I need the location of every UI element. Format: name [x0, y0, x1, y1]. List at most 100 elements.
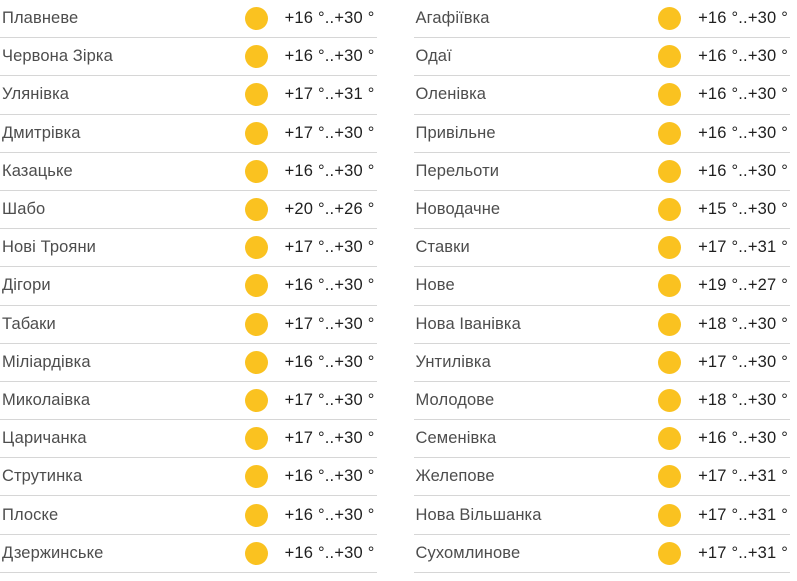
sun-icon: [244, 350, 268, 374]
temperature-range: +17 °..+31 °: [698, 543, 788, 562]
weather-location-row[interactable]: Табаки +17 °..+30 °: [0, 305, 377, 344]
weather-location-row[interactable]: Миколаівка +17 °..+30 °: [0, 381, 377, 421]
temperature-range: +16 °..+30 °: [284, 352, 375, 371]
sun-icon: [244, 312, 268, 336]
location-name: Струтинка: [2, 467, 83, 486]
weather-location-row[interactable]: Царичанка +17 °..+30 °: [0, 420, 377, 459]
temperature-range: +16 °..+30 °: [698, 161, 788, 180]
sun-icon: [658, 388, 681, 412]
sun-icon: [658, 465, 681, 489]
sun-icon: [244, 465, 268, 489]
location-name: Плоске: [2, 505, 59, 524]
temperature-range: +16 °..+30 °: [284, 467, 375, 486]
location-name: Одаї: [415, 47, 452, 66]
sun-icon: [658, 236, 681, 260]
weather-location-row[interactable]: Перельоти +16 °..+30 °: [413, 152, 790, 191]
sun-icon: [658, 503, 681, 527]
weather-location-row[interactable]: Червона Зірка +16 °..+30 °: [0, 38, 377, 77]
weather-location-row[interactable]: Нова Вільшанка +17 °..+31 °: [413, 496, 790, 535]
sun-icon: [658, 83, 681, 107]
temperature-range: +17 °..+31 °: [698, 505, 788, 524]
location-name: Привільне: [415, 123, 496, 142]
temperature-range: +16 °..+30 °: [284, 505, 375, 524]
weather-location-row[interactable]: Нове +19 °..+27 °: [413, 267, 790, 306]
sun-icon: [244, 503, 268, 527]
sun-icon: [658, 7, 681, 31]
location-name: Нове: [415, 276, 455, 295]
weather-location-row[interactable]: Плоске +16 °..+30 °: [0, 496, 377, 535]
weather-location-row[interactable]: Струтинка +16 °..+30 °: [0, 458, 377, 497]
sun-icon: [658, 45, 681, 69]
location-name: Нова Вільшанка: [415, 505, 542, 524]
temperature-range: +17 °..+30 °: [284, 429, 375, 448]
weather-location-row[interactable]: Одаї +16 °..+30 °: [413, 38, 790, 77]
location-name: Плавневе: [2, 9, 79, 28]
weather-location-row[interactable]: Казацьке +16 °..+30 °: [0, 152, 377, 191]
weather-location-row[interactable]: Дзержинське +16 °..+30 °: [0, 534, 377, 573]
location-name: Міліардівка: [2, 352, 91, 371]
weather-location-row[interactable]: Агафіївка +16 °..+30 °: [413, 0, 790, 39]
weather-location-row[interactable]: Плавневе +16 °..+30 °: [0, 0, 377, 39]
temperature-range: +16 °..+30 °: [284, 47, 375, 66]
location-name: Ставки: [415, 238, 470, 257]
temperature-range: +17 °..+30 °: [284, 314, 375, 333]
sun-icon: [244, 159, 268, 183]
sun-icon: [658, 121, 681, 145]
location-name: Желепове: [415, 467, 495, 486]
weather-location-row[interactable]: Нова Іванівка +18 °..+30 °: [413, 305, 790, 344]
sun-icon: [244, 83, 268, 107]
location-name: Табаки: [2, 314, 56, 333]
sun-icon: [658, 159, 681, 183]
location-name: Семенівка: [415, 429, 497, 448]
temperature-range: +17 °..+30 °: [698, 352, 788, 371]
location-name: Дмитрівка: [2, 123, 81, 142]
weather-location-row[interactable]: Унтилівка +17 °..+30 °: [413, 343, 790, 382]
sun-icon: [658, 427, 681, 451]
location-name: Царичанка: [2, 429, 87, 448]
location-name: Агафіївка: [415, 9, 490, 28]
sun-icon: [658, 198, 681, 222]
weather-location-row[interactable]: Дмитрівка +17 °..+30 °: [0, 114, 377, 153]
temperature-range: +18 °..+30 °: [698, 390, 788, 409]
weather-location-row[interactable]: Привільне +16 °..+30 °: [413, 114, 790, 153]
temperature-range: +17 °..+31 °: [284, 85, 375, 104]
location-name: Нова Іванівка: [415, 314, 521, 333]
temperature-range: +19 °..+27 °: [698, 276, 788, 295]
weather-location-row[interactable]: Улянівка +17 °..+31 °: [0, 76, 377, 115]
weather-location-row[interactable]: Семенівка +16 °..+30 °: [413, 420, 790, 459]
temperature-range: +15 °..+30 °: [698, 200, 788, 219]
location-name: Оленівка: [415, 85, 487, 104]
location-name: Червона Зірка: [2, 47, 113, 66]
weather-location-row[interactable]: Нові Трояни +17 °..+30 °: [0, 229, 377, 268]
sun-icon: [244, 7, 268, 31]
weather-location-row[interactable]: Оленівка +16 °..+30 °: [413, 76, 790, 115]
location-name: Сухомлинове: [415, 543, 521, 562]
location-name: Перельоти: [415, 161, 500, 180]
temperature-range: +17 °..+30 °: [284, 238, 375, 257]
weather-location-row[interactable]: Новодачне +15 °..+30 °: [413, 190, 790, 230]
weather-location-row[interactable]: Молодове +18 °..+30 °: [413, 381, 790, 421]
weather-location-row[interactable]: Желепове +17 °..+31 °: [413, 458, 790, 497]
temperature-range: +16 °..+30 °: [284, 276, 375, 295]
weather-column-left: Плавневе +16 °..+30 ° Червона Зірка +16 …: [0, 0, 377, 573]
temperature-range: +16 °..+30 °: [284, 9, 375, 28]
weather-location-row[interactable]: Шабо +20 °..+26 °: [0, 190, 377, 230]
sun-icon: [658, 274, 681, 298]
temperature-range: +17 °..+31 °: [698, 238, 788, 257]
weather-location-row[interactable]: Міліардівка +16 °..+30 °: [0, 343, 377, 382]
sun-icon: [658, 350, 681, 374]
sun-icon: [658, 541, 681, 565]
temperature-range: +16 °..+30 °: [698, 47, 788, 66]
location-name: Дігори: [2, 276, 51, 295]
temperature-range: +16 °..+30 °: [284, 543, 375, 562]
weather-location-row[interactable]: Ставки +17 °..+31 °: [413, 229, 790, 268]
location-name: Унтилівка: [415, 352, 491, 371]
temperature-range: +17 °..+30 °: [284, 390, 375, 409]
weather-location-row[interactable]: Сухомлинове +17 °..+31 °: [413, 534, 790, 573]
sun-icon: [244, 541, 268, 565]
weather-location-row[interactable]: Дігори +16 °..+30 °: [0, 267, 377, 306]
location-name: Молодове: [415, 390, 495, 409]
temperature-range: +18 °..+30 °: [698, 314, 788, 333]
temperature-range: +20 °..+26 °: [284, 200, 375, 219]
location-name: Шабо: [2, 200, 46, 219]
